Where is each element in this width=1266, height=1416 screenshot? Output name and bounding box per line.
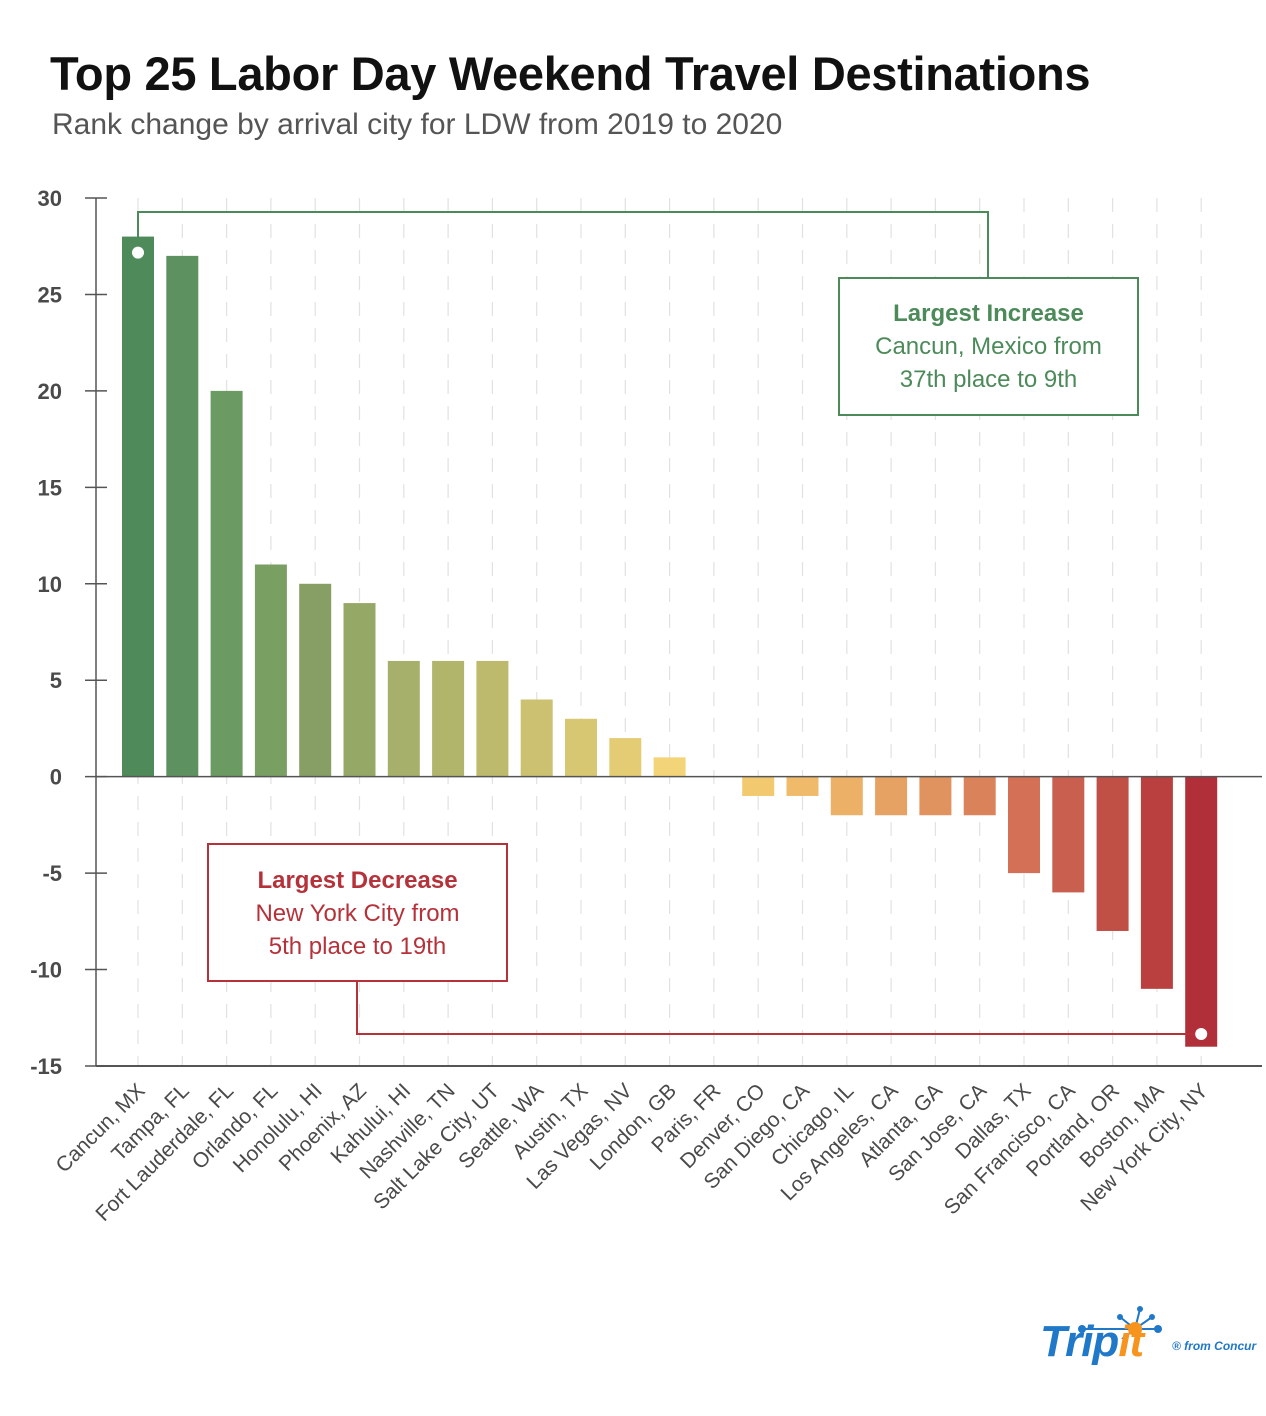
bar <box>830 776 863 816</box>
bar <box>1008 776 1040 874</box>
bar <box>432 660 465 777</box>
largest-increase-annotation: Largest Increase Cancun, Mexico from 37t… <box>838 277 1139 416</box>
y-tick-label: 30 <box>38 186 62 211</box>
largest-decrease-annotation: Largest Decrease New York City from 5th … <box>207 843 508 982</box>
logo-wordmark: Tripit <box>1040 1317 1144 1367</box>
y-tick-label: 5 <box>50 668 62 693</box>
tripit-logo: Tripit ® from Concur <box>1040 1305 1256 1375</box>
bar <box>476 660 509 777</box>
chart-title: Top 25 Labor Day Weekend Travel Destinat… <box>50 47 1091 100</box>
increase-marker <box>132 246 144 259</box>
y-tick-label: 0 <box>50 765 62 790</box>
logo-word-main: Trip <box>1040 1317 1119 1366</box>
bar <box>1140 776 1173 989</box>
annotation-text-line: New York City from <box>255 900 460 927</box>
annotation-text-line: 37th place to 9th <box>899 366 1078 393</box>
bar <box>210 390 243 777</box>
y-tick-label: -15 <box>30 1054 62 1079</box>
bar <box>1185 776 1218 1047</box>
decrease-connector <box>356 982 1202 1035</box>
bar <box>565 718 597 777</box>
bar <box>299 583 332 777</box>
annotation-heading: Largest Increase <box>893 300 1084 327</box>
annotation-text-line: Cancun, Mexico from <box>875 333 1102 360</box>
annotation-heading: Largest Decrease <box>257 867 458 894</box>
logo-tagline: ® from Concur <box>1172 1339 1257 1353</box>
bar <box>520 699 553 777</box>
y-tick-label: 20 <box>38 379 62 404</box>
bar <box>653 757 686 777</box>
bar <box>1096 776 1129 931</box>
y-tick-label: 15 <box>38 475 62 500</box>
decrease-marker <box>1195 1028 1208 1040</box>
y-tick-label: 10 <box>38 572 62 597</box>
bar <box>742 776 775 796</box>
bar <box>387 660 420 777</box>
bar <box>254 564 287 777</box>
bar <box>343 603 376 777</box>
logo-word-accent: it <box>1118 1317 1144 1366</box>
chart-subtitle: Rank change by arrival city for LDW from… <box>52 108 783 141</box>
bar <box>919 776 952 816</box>
network-icon <box>1078 1306 1162 1339</box>
bar <box>786 776 819 796</box>
bar <box>609 738 642 777</box>
y-tick-label: -10 <box>30 958 62 983</box>
y-tick-label: 25 <box>38 282 62 307</box>
bar <box>875 776 908 816</box>
bar <box>166 255 199 777</box>
y-tick-label: -5 <box>42 861 62 886</box>
increase-connector <box>137 211 989 277</box>
annotation-text-line: 5th place to 19th <box>268 933 447 960</box>
bar <box>963 776 996 816</box>
bar <box>122 236 154 777</box>
bar <box>1052 776 1085 893</box>
